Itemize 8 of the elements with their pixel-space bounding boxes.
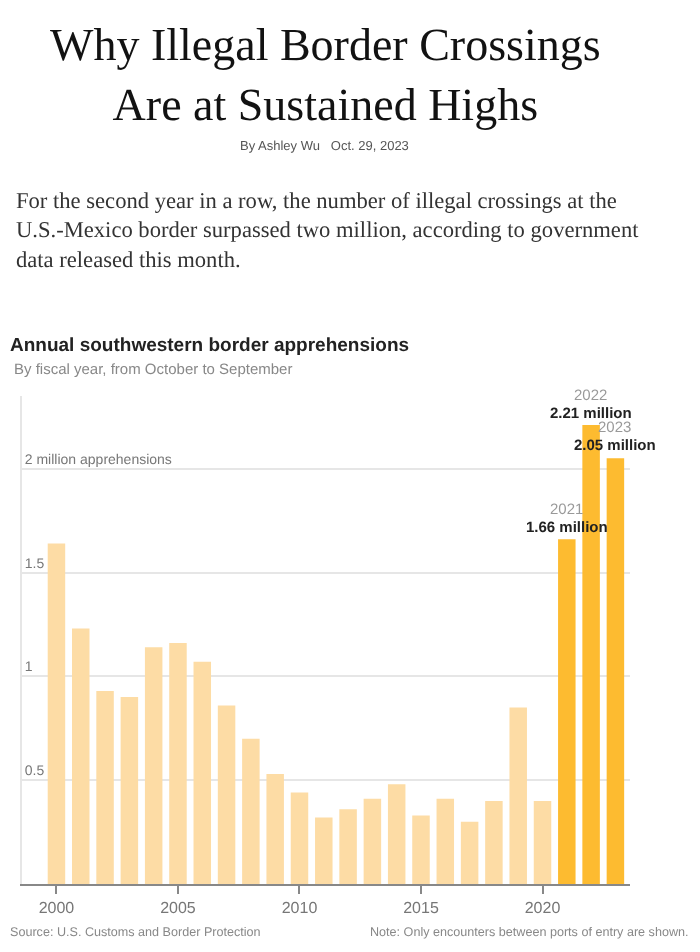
chart-title: Annual southwestern border apprehensions bbox=[10, 334, 410, 357]
text: Why Illegal Border Crossings Are at Sustained Highs bbox=[50, 20, 601, 130]
x-tick-label: 2015 bbox=[403, 899, 440, 918]
x-tick-label: 2010 bbox=[281, 899, 319, 918]
text: For the second year in a row, the number of illegal crossings at the U.S.-Mexico border surpassed two million, according to government data released this month. bbox=[16, 190, 641, 273]
x-tick-label: 2020 bbox=[524, 899, 562, 918]
x-tick-label: 2000 bbox=[38, 899, 76, 918]
x-tick-label: 2005 bbox=[160, 899, 197, 918]
